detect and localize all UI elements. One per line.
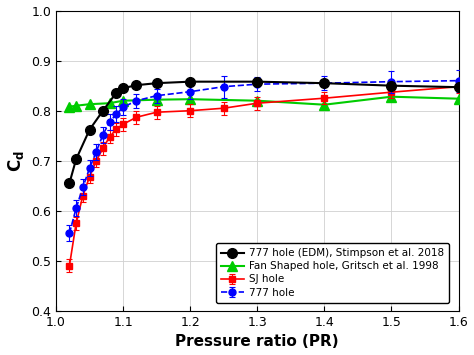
777 hole (EDM), Stimpson et al. 2018 <box>154 81 159 85</box>
Fan Shaped hole, Gritsch et al. 1998 <box>120 99 126 103</box>
777 hole (EDM), Stimpson et al. 2018 <box>73 157 79 162</box>
X-axis label: Pressure ratio (PR): Pressure ratio (PR) <box>175 334 339 349</box>
Fan Shaped hole, Gritsch et al. 1998 <box>87 102 92 106</box>
777 hole (EDM), Stimpson et al. 2018 <box>120 86 126 90</box>
Y-axis label: $\mathregular{C_d}$: $\mathregular{C_d}$ <box>6 150 26 172</box>
Legend: 777 hole (EDM), Stimpson et al. 2018, Fan Shaped hole, Gritsch et al. 1998, SJ h: 777 hole (EDM), Stimpson et al. 2018, Fa… <box>216 243 449 303</box>
Line: Fan Shaped hole, Gritsch et al. 1998: Fan Shaped hole, Gritsch et al. 1998 <box>64 92 464 111</box>
777 hole (EDM), Stimpson et al. 2018 <box>321 81 327 85</box>
Line: 777 hole (EDM), Stimpson et al. 2018: 777 hole (EDM), Stimpson et al. 2018 <box>64 77 464 188</box>
Fan Shaped hole, Gritsch et al. 1998 <box>321 103 327 107</box>
Fan Shaped hole, Gritsch et al. 1998 <box>107 101 112 105</box>
Fan Shaped hole, Gritsch et al. 1998 <box>66 105 72 109</box>
Fan Shaped hole, Gritsch et al. 1998 <box>389 94 394 99</box>
Fan Shaped hole, Gritsch et al. 1998 <box>187 97 193 101</box>
777 hole (EDM), Stimpson et al. 2018 <box>134 83 139 87</box>
777 hole (EDM), Stimpson et al. 2018 <box>255 80 260 84</box>
777 hole (EDM), Stimpson et al. 2018 <box>456 85 461 89</box>
777 hole (EDM), Stimpson et al. 2018 <box>66 181 72 185</box>
777 hole (EDM), Stimpson et al. 2018 <box>187 80 193 84</box>
777 hole (EDM), Stimpson et al. 2018 <box>113 91 119 95</box>
777 hole (EDM), Stimpson et al. 2018 <box>100 109 106 113</box>
777 hole (EDM), Stimpson et al. 2018 <box>87 127 92 132</box>
Fan Shaped hole, Gritsch et al. 1998 <box>154 98 159 102</box>
Fan Shaped hole, Gritsch et al. 1998 <box>73 104 79 108</box>
Fan Shaped hole, Gritsch et al. 1998 <box>255 99 260 103</box>
Fan Shaped hole, Gritsch et al. 1998 <box>456 97 461 101</box>
777 hole (EDM), Stimpson et al. 2018 <box>389 83 394 88</box>
